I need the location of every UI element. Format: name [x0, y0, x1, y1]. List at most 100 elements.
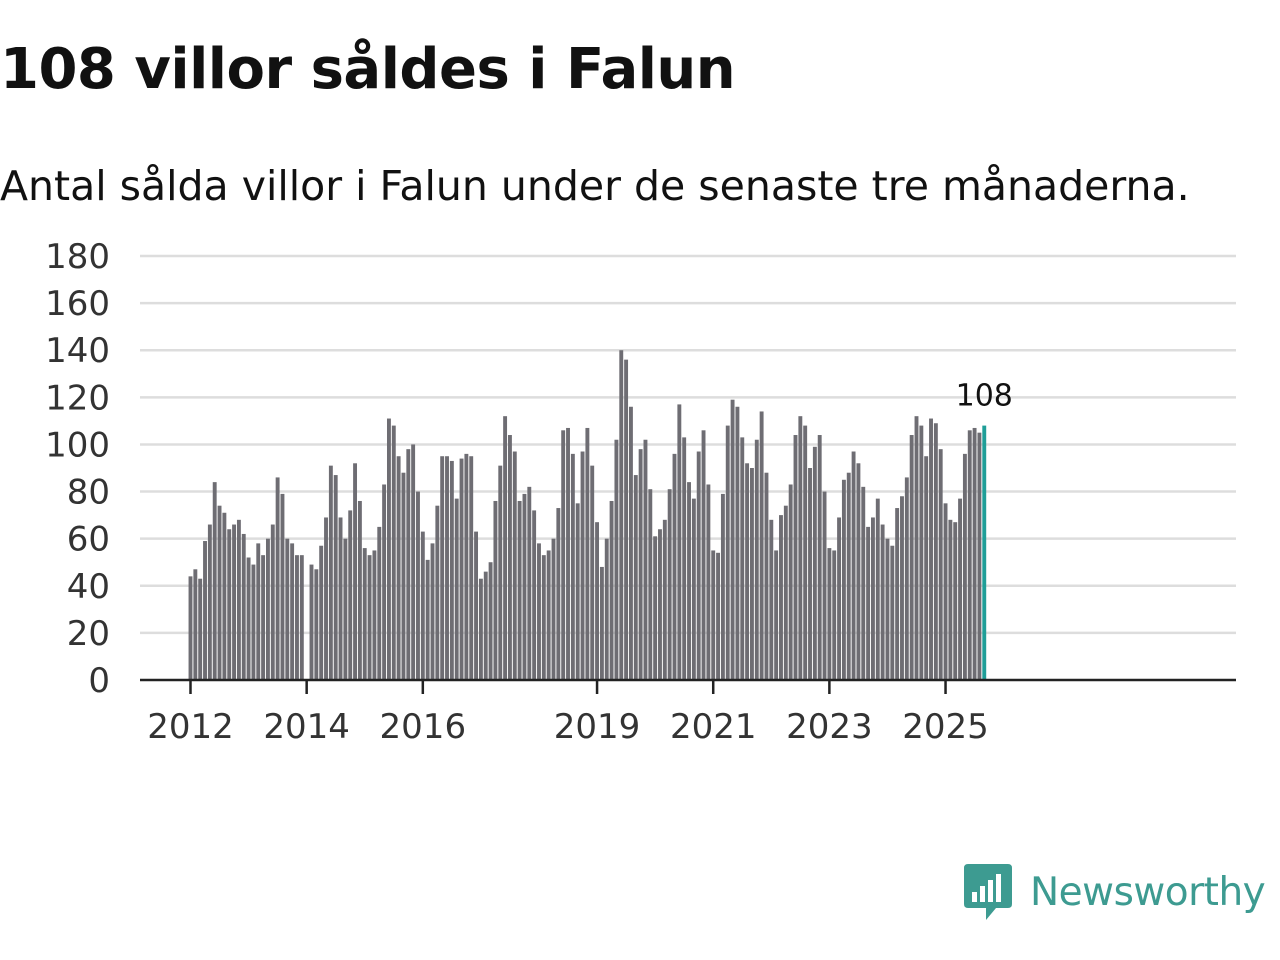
bar — [798, 416, 803, 680]
bar — [958, 498, 963, 680]
bar — [749, 468, 754, 680]
bar — [246, 557, 251, 680]
bar — [198, 578, 203, 680]
bar — [348, 510, 353, 680]
bar — [478, 578, 483, 680]
chart-title: 108 villor såldes i Falun — [0, 37, 736, 102]
bar — [725, 425, 730, 680]
bar — [846, 472, 851, 680]
bar — [207, 524, 212, 680]
bar — [822, 491, 827, 680]
bar — [522, 493, 527, 680]
bar — [372, 550, 377, 680]
bar — [624, 359, 629, 680]
bar — [701, 430, 706, 680]
bar — [386, 418, 391, 680]
bar — [948, 519, 953, 680]
bar — [769, 519, 774, 680]
bar — [716, 552, 721, 680]
bar — [929, 418, 933, 680]
bar — [866, 526, 871, 680]
y-tick-label-120: 120 — [45, 378, 110, 418]
bar — [740, 437, 745, 680]
x-tick-label-2019: 2019 — [554, 707, 641, 747]
bar — [696, 451, 701, 680]
bar — [832, 550, 837, 680]
bar — [793, 435, 798, 680]
bar — [188, 576, 193, 680]
bar — [193, 569, 198, 680]
bar — [880, 524, 885, 680]
bar — [735, 406, 740, 680]
bar — [783, 505, 788, 680]
bar — [285, 538, 290, 680]
bar — [875, 498, 880, 680]
newsworthy-logo-icon — [964, 864, 1012, 920]
bar — [236, 519, 241, 680]
bar — [759, 411, 764, 680]
bar — [430, 543, 435, 680]
bar — [633, 475, 638, 680]
bar — [909, 435, 914, 680]
x-tick-label-2014: 2014 — [263, 707, 350, 747]
bar — [440, 456, 445, 680]
bar — [943, 503, 948, 680]
y-axis-tick-labels: 0 20 40 60 80 100 120 140 160 180 — [45, 237, 110, 701]
bar — [904, 477, 909, 680]
y-tick-label-60: 60 — [67, 520, 110, 560]
bar — [827, 548, 832, 680]
bar — [837, 517, 842, 680]
bar — [251, 564, 256, 680]
bar — [653, 536, 658, 680]
bar — [667, 489, 672, 680]
bar — [503, 416, 508, 680]
bar — [938, 449, 943, 680]
bar — [803, 425, 808, 680]
x-axis-ticks: 2012 2014 2016 2019 2021 2023 2025 — [147, 680, 989, 747]
bar — [527, 486, 532, 680]
bar — [353, 463, 358, 680]
bar — [299, 555, 304, 680]
bar — [933, 423, 938, 680]
bar — [851, 451, 856, 680]
bar — [333, 475, 338, 680]
bar — [474, 531, 479, 680]
bar — [774, 550, 779, 680]
bar — [556, 508, 561, 680]
bar — [512, 451, 517, 680]
bar — [619, 350, 624, 680]
bar — [599, 566, 604, 680]
bar — [870, 517, 875, 680]
bar — [812, 446, 817, 680]
bar — [507, 435, 512, 680]
bar — [648, 489, 653, 680]
y-tick-label-0: 0 — [88, 661, 110, 701]
bar — [788, 484, 793, 680]
bar — [914, 416, 919, 680]
bar — [295, 555, 299, 680]
bar — [324, 517, 328, 680]
bar — [411, 444, 416, 680]
bar — [546, 550, 551, 680]
x-tick-label-2012: 2012 — [147, 707, 234, 747]
bar — [754, 439, 759, 680]
bar — [628, 406, 633, 680]
x-tick-label-2025: 2025 — [902, 707, 989, 747]
newsworthy-logo-text: Newsworthy — [1030, 869, 1266, 915]
bar — [488, 562, 493, 680]
bar — [391, 425, 396, 680]
bar — [396, 456, 401, 680]
bar — [720, 493, 725, 680]
bar — [687, 482, 691, 680]
x-tick-label-2016: 2016 — [380, 707, 467, 747]
bar — [222, 512, 227, 680]
bar — [585, 427, 590, 680]
bar — [265, 538, 270, 680]
bar — [764, 472, 769, 680]
bar — [425, 559, 430, 680]
bar — [212, 482, 217, 680]
y-tick-label-140: 140 — [45, 331, 110, 371]
y-tick-label-80: 80 — [67, 473, 110, 513]
bar — [972, 427, 977, 680]
